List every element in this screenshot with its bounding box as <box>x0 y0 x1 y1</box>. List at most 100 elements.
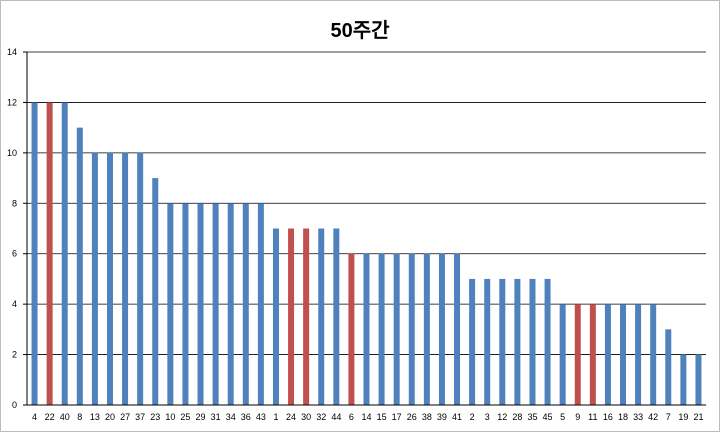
x-tick-label: 30 <box>301 412 311 422</box>
x-tick-label: 10 <box>165 412 175 422</box>
x-tick-label: 22 <box>45 412 55 422</box>
x-tick-label: 43 <box>256 412 266 422</box>
bar-18 <box>620 304 627 405</box>
chart-title: 50주간 <box>330 20 390 42</box>
bar-6 <box>348 253 355 405</box>
bar-27 <box>122 152 129 405</box>
x-tick-label: 34 <box>226 412 236 422</box>
x-tick-label: 11 <box>588 412 597 422</box>
bar-45 <box>544 278 551 405</box>
y-tick-label: 6 <box>12 249 17 259</box>
bar-40 <box>61 102 68 405</box>
x-tick-label: 9 <box>575 412 580 422</box>
bars <box>31 102 702 406</box>
x-tick-label: 35 <box>527 412 537 422</box>
x-tick-label: 1 <box>273 412 278 422</box>
bar-10 <box>167 203 174 405</box>
x-tick-label: 28 <box>512 412 522 422</box>
x-tick-label: 27 <box>120 412 130 422</box>
x-tick-label: 42 <box>648 412 658 422</box>
y-tick-label: 12 <box>7 97 17 107</box>
bar-26 <box>408 253 415 405</box>
x-tick-label: 12 <box>497 412 507 422</box>
x-tick-label: 7 <box>666 412 671 422</box>
x-tick-label: 18 <box>618 412 628 422</box>
bar-25 <box>182 203 189 405</box>
bar-24 <box>288 228 295 405</box>
bar-13 <box>91 152 98 405</box>
bar-1 <box>272 228 279 405</box>
bar-2 <box>469 278 476 405</box>
x-axis-ticks: 4 22 40 8 13 20 27 37 23 10 25 29 31 34 36 43 1 24 30 32 44 6… <box>32 412 703 422</box>
x-tick-label: 14 <box>361 412 371 422</box>
bar-7 <box>665 329 672 405</box>
x-tick-label: 41 <box>452 412 462 422</box>
bar-31 <box>212 203 219 405</box>
bar-14 <box>363 253 370 405</box>
x-tick-label: 26 <box>407 412 417 422</box>
bar-44 <box>333 228 340 405</box>
bar-41 <box>454 253 461 405</box>
bar-38 <box>423 253 430 405</box>
x-tick-label: 3 <box>485 412 490 422</box>
bar-20 <box>106 152 113 405</box>
x-tick-label: 38 <box>422 412 432 422</box>
x-tick-label: 8 <box>77 412 82 422</box>
bar-36 <box>242 203 249 405</box>
x-tick-label: 45 <box>543 412 553 422</box>
bar-39 <box>438 253 445 405</box>
bar-43 <box>257 203 264 405</box>
bar-28 <box>514 278 521 405</box>
x-tick-label: 20 <box>105 412 115 422</box>
bar-5 <box>559 304 566 405</box>
bar-23 <box>152 178 159 405</box>
x-tick-label: 2 <box>470 412 475 422</box>
bar-33 <box>635 304 642 405</box>
bar-11 <box>589 304 596 405</box>
bar-17 <box>393 253 400 405</box>
bar-4 <box>31 102 38 405</box>
x-tick-label: 13 <box>90 412 100 422</box>
bar-8 <box>76 127 83 406</box>
x-tick-label: 6 <box>349 412 354 422</box>
x-tick-label: 19 <box>678 412 688 422</box>
bar-42 <box>650 304 657 405</box>
bar-3 <box>484 278 491 405</box>
y-tick-label: 14 <box>7 47 17 57</box>
y-tick-label: 2 <box>12 350 17 360</box>
x-tick-label: 23 <box>150 412 160 422</box>
bar-37 <box>137 152 144 405</box>
bar-30 <box>303 228 310 405</box>
bar-34 <box>227 203 234 405</box>
bar-15 <box>378 253 385 405</box>
x-tick-label: 32 <box>316 412 326 422</box>
axes <box>23 51 706 406</box>
bar-21 <box>695 354 702 405</box>
x-tick-label: 16 <box>603 412 613 422</box>
x-tick-label: 15 <box>377 412 387 422</box>
bar-16 <box>604 304 611 405</box>
y-tick-label: 4 <box>12 299 17 309</box>
x-tick-label: 36 <box>241 412 251 422</box>
bar-35 <box>529 278 536 405</box>
y-tick-label: 8 <box>12 198 17 208</box>
x-tick-label: 37 <box>135 412 145 422</box>
x-tick-label: 40 <box>60 412 70 422</box>
y-tick-label: 0 <box>12 400 17 410</box>
bar-32 <box>318 228 325 405</box>
y-tick-label: 10 <box>7 148 17 158</box>
bar-29 <box>197 203 204 405</box>
x-tick-label: 17 <box>392 412 402 422</box>
x-tick-label: 21 <box>693 412 703 422</box>
x-tick-label: 24 <box>286 412 296 422</box>
y-axis-ticks: 0 2 4 6 8 10 12 14 <box>7 47 17 410</box>
x-tick-label: 29 <box>196 412 206 422</box>
bar-9 <box>574 304 581 405</box>
x-tick-label: 44 <box>331 412 341 422</box>
x-tick-label: 5 <box>560 412 565 422</box>
bar-19 <box>680 354 687 405</box>
x-tick-label: 4 <box>32 412 37 422</box>
bar-22 <box>46 102 53 405</box>
